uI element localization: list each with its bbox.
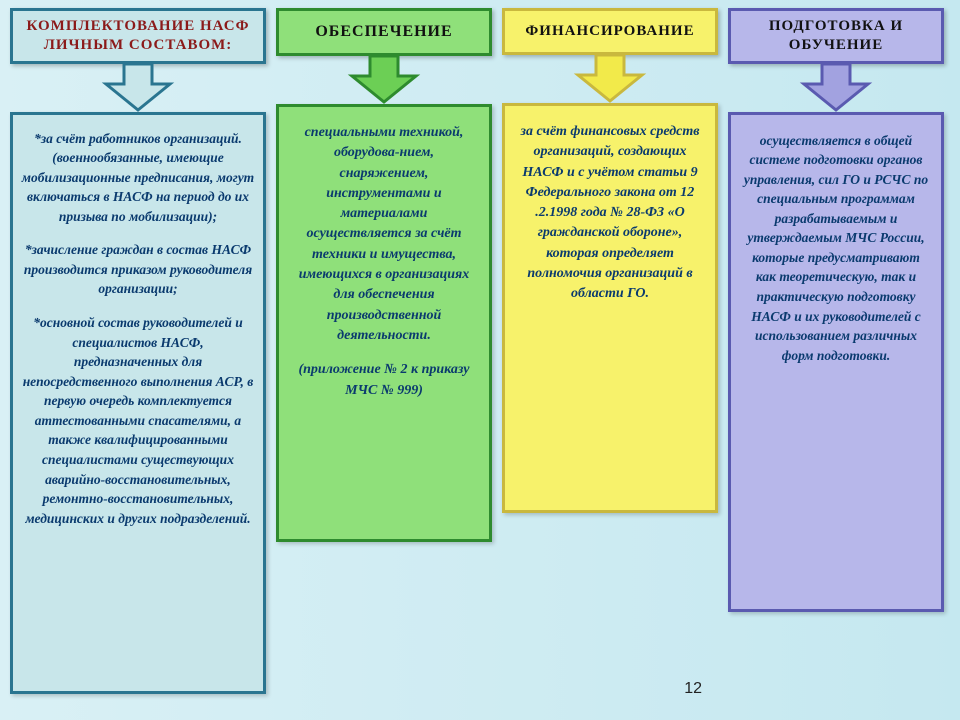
arrow-staffing — [10, 64, 266, 112]
diagram-root: КОМПЛЕКТОВАНИЕ НАСФ ЛИЧНЫМ СОСТАВОМ: *за… — [0, 0, 960, 720]
staffing-para-2: *зачисление граждан в состав НАСФ произв… — [21, 240, 255, 299]
arrow-training — [728, 64, 944, 112]
column-provision: ОБЕСПЕЧЕНИЕ специальными техникой, обору… — [276, 8, 492, 720]
chevron-down-icon — [344, 56, 424, 104]
chevron-down-icon — [796, 64, 876, 112]
arrow-provision — [276, 56, 492, 104]
content-training: осуществляется в общей системе подготовк… — [728, 112, 944, 612]
header-training: ПОДГОТОВКА И ОБУЧЕНИЕ — [728, 8, 944, 64]
page-number: 12 — [684, 680, 702, 698]
chevron-down-icon — [570, 55, 650, 103]
header-financing: ФИНАНСИРОВАНИЕ — [502, 8, 718, 55]
training-para-1: осуществляется в общей системе подготовк… — [741, 131, 931, 366]
header-provision: ОБЕСПЕЧЕНИЕ — [276, 8, 492, 56]
header-financing-title: ФИНАНСИРОВАНИЕ — [525, 23, 694, 39]
chevron-down-icon — [98, 64, 178, 112]
staffing-para-1: *за счёт работников организаций. (военно… — [21, 129, 255, 227]
arrow-financing — [502, 55, 718, 103]
header-staffing-title: КОМПЛЕКТОВАНИЕ НАСФ ЛИЧНЫМ СОСТАВОМ: — [27, 18, 250, 53]
content-provision: специальными техникой, оборудова-нием, с… — [276, 104, 492, 542]
column-training: ПОДГОТОВКА И ОБУЧЕНИЕ осуществляется в о… — [728, 8, 944, 720]
provision-para-2: (приложение № 2 к приказу МЧС № 999) — [289, 360, 479, 401]
provision-para-1: специальными техникой, оборудова-нием, с… — [289, 123, 479, 346]
content-financing: за счёт финансовых средств организаций, … — [502, 103, 718, 513]
financing-para-1: за счёт финансовых средств организаций, … — [515, 122, 705, 305]
header-staffing: КОМПЛЕКТОВАНИЕ НАСФ ЛИЧНЫМ СОСТАВОМ: — [10, 8, 266, 64]
header-provision-title: ОБЕСПЕЧЕНИЕ — [315, 23, 452, 40]
header-training-title: ПОДГОТОВКА И ОБУЧЕНИЕ — [769, 18, 903, 53]
staffing-para-3: *основной состав руководителей и специал… — [21, 313, 255, 528]
column-staffing: КОМПЛЕКТОВАНИЕ НАСФ ЛИЧНЫМ СОСТАВОМ: *за… — [10, 8, 266, 720]
column-financing: ФИНАНСИРОВАНИЕ за счёт финансовых средст… — [502, 8, 718, 720]
content-staffing: *за счёт работников организаций. (военно… — [10, 112, 266, 694]
